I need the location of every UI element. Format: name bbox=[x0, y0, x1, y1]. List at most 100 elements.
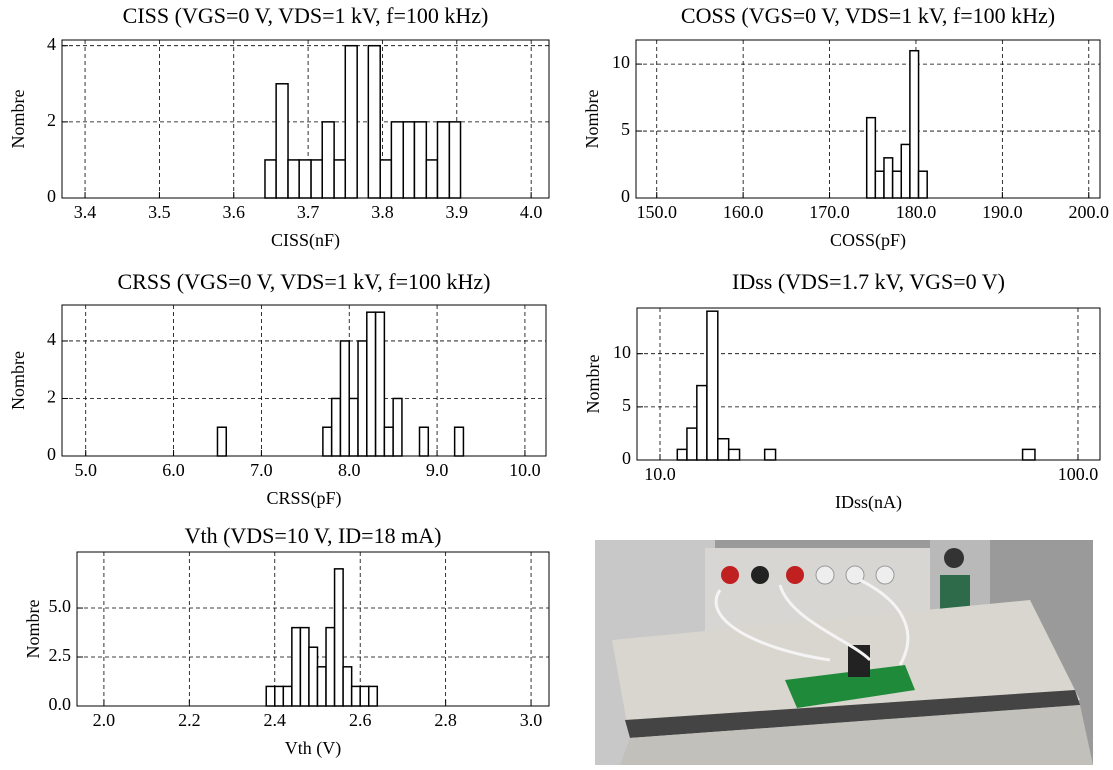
bar bbox=[366, 311, 377, 457]
bar bbox=[909, 49, 920, 199]
x-axis-label: CRSS(pF) bbox=[266, 488, 341, 509]
bar bbox=[274, 685, 285, 707]
y-tick-label: 4 bbox=[47, 34, 56, 54]
bar bbox=[402, 121, 416, 199]
bar bbox=[367, 685, 379, 707]
y-tick-label: 5 bbox=[622, 395, 631, 415]
y-axis-label: Nombre bbox=[8, 351, 28, 410]
bar bbox=[291, 626, 302, 707]
y-tick-label: 0 bbox=[622, 448, 631, 468]
y-tick-label: 2.5 bbox=[49, 645, 72, 665]
y-axis-label: Nombre bbox=[23, 599, 43, 658]
bar bbox=[359, 685, 370, 707]
x-tick-label: 7.0 bbox=[250, 460, 273, 480]
bar bbox=[706, 310, 719, 461]
bar bbox=[275, 83, 289, 199]
x-tick-label: 3.4 bbox=[74, 202, 97, 222]
bar bbox=[325, 626, 336, 707]
bar bbox=[436, 121, 451, 199]
x-axis-label: COSS(pF) bbox=[830, 230, 906, 251]
x-tick-label: 180.0 bbox=[896, 202, 937, 222]
x-tick-label: 2.4 bbox=[264, 710, 287, 730]
bar bbox=[900, 143, 911, 199]
x-tick-label: 150.0 bbox=[636, 202, 677, 222]
bar bbox=[383, 426, 394, 457]
bar bbox=[333, 568, 344, 707]
y-tick-label: 2 bbox=[47, 387, 56, 407]
plot-frame bbox=[76, 551, 550, 707]
y-axis-label: Nombre bbox=[583, 354, 603, 413]
bar bbox=[316, 666, 327, 707]
y-tick-label: 5 bbox=[621, 119, 630, 139]
bar bbox=[418, 426, 430, 457]
y-tick-label: 0 bbox=[621, 186, 630, 206]
x-axis-label: Vth (V) bbox=[285, 738, 342, 759]
bar bbox=[216, 426, 228, 457]
x-tick-label: 190.0 bbox=[982, 202, 1023, 222]
bar bbox=[264, 159, 277, 199]
bar bbox=[333, 159, 347, 199]
bar bbox=[374, 311, 386, 457]
chart-title: Vth (VDS=10 V, ID=18 mA) bbox=[185, 523, 442, 548]
bar bbox=[265, 685, 276, 707]
chart-title: IDss (VDS=1.7 kV, VGS=0 V) bbox=[732, 269, 1005, 294]
bar bbox=[348, 397, 359, 457]
x-tick-label: 2.8 bbox=[434, 710, 457, 730]
bar bbox=[763, 448, 777, 461]
y-tick-label: 0.0 bbox=[49, 694, 72, 714]
bar bbox=[339, 340, 350, 457]
bar bbox=[874, 170, 885, 199]
y-axis-label: Nombre bbox=[582, 89, 602, 148]
y-tick-label: 4 bbox=[47, 329, 56, 349]
x-tick-label: 5.0 bbox=[74, 460, 97, 480]
bar bbox=[727, 448, 741, 461]
chart-title: COSS (VGS=0 V, VDS=1 kV, f=100 kHz) bbox=[681, 3, 1055, 28]
bar bbox=[357, 340, 368, 457]
x-tick-label: 8.0 bbox=[338, 460, 361, 480]
bar bbox=[686, 427, 698, 461]
y-tick-label: 10 bbox=[612, 52, 630, 72]
bar bbox=[891, 170, 903, 199]
bar bbox=[298, 159, 312, 199]
x-tick-label: 170.0 bbox=[809, 202, 850, 222]
bar bbox=[883, 157, 894, 199]
x-tick-label: 3.9 bbox=[446, 202, 469, 222]
bar bbox=[344, 44, 358, 199]
x-tick-label: 3.6 bbox=[223, 202, 246, 222]
bar bbox=[282, 685, 293, 707]
y-tick-label: 0 bbox=[47, 186, 56, 206]
y-tick-label: 2 bbox=[47, 110, 56, 130]
y-tick-label: 0 bbox=[47, 444, 56, 464]
photo bbox=[595, 540, 1093, 765]
plot-frame bbox=[61, 39, 550, 199]
bar bbox=[287, 159, 300, 199]
x-tick-label: 2.2 bbox=[178, 710, 201, 730]
bar bbox=[413, 121, 428, 199]
x-tick-label: 3.5 bbox=[148, 202, 171, 222]
x-tick-label: 2.6 bbox=[349, 710, 372, 730]
x-tick-label: 6.0 bbox=[162, 460, 185, 480]
x-tick-label: 2.0 bbox=[93, 710, 116, 730]
bar bbox=[322, 426, 333, 457]
x-tick-label: 4.0 bbox=[520, 202, 543, 222]
bar bbox=[379, 159, 393, 199]
chart-title: CISS (VGS=0 V, VDS=1 kV, f=100 kHz) bbox=[123, 3, 489, 28]
x-tick-label: 100.0 bbox=[1058, 464, 1099, 484]
bar bbox=[448, 121, 462, 199]
bar bbox=[392, 397, 403, 457]
bar bbox=[310, 159, 323, 199]
x-tick-label: 10.0 bbox=[509, 460, 541, 480]
bar bbox=[917, 170, 928, 199]
bar bbox=[299, 626, 310, 707]
bar bbox=[696, 384, 708, 461]
x-axis-label: IDss(nA) bbox=[835, 492, 902, 513]
x-tick-label: 200.0 bbox=[1069, 202, 1110, 222]
y-tick-label: 10 bbox=[613, 342, 631, 362]
bar bbox=[321, 121, 335, 199]
x-tick-label: 3.7 bbox=[297, 202, 320, 222]
bar bbox=[865, 116, 877, 199]
chart-title: CRSS (VGS=0 V, VDS=1 kV, f=100 kHz) bbox=[117, 269, 490, 294]
bar bbox=[717, 437, 730, 461]
y-tick-label: 5.0 bbox=[49, 596, 72, 616]
